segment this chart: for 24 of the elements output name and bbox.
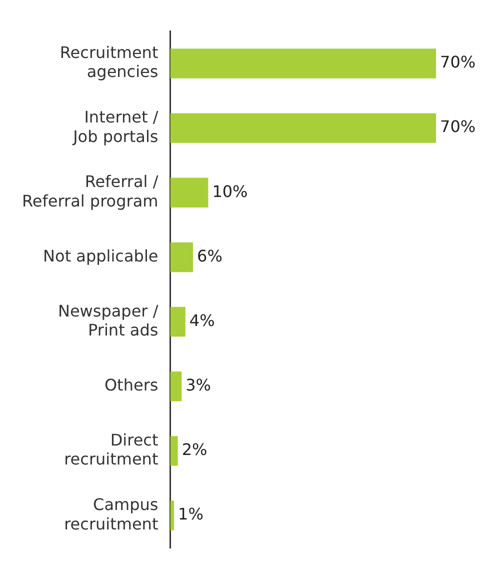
y-tick-label: Internet / Job portals [72,108,159,146]
bar [170,372,182,402]
y-tick-label: Not applicable [43,246,158,266]
data-label: 1% [178,504,204,524]
y-tick-label: Recruitment agencies [60,43,158,82]
data-label: 70% [440,52,476,72]
y-tick-label: Campus recruitment [64,495,158,534]
bar [170,436,178,466]
bar [170,178,208,208]
bar [170,500,174,530]
data-label: 4% [189,310,215,330]
bar [170,306,186,337]
y-tick-label: Newspaper / Print ads [58,301,159,340]
data-label: 6% [197,246,222,266]
data-label: 3% [186,376,212,395]
data-label: 70% [440,117,476,136]
y-tick-label: Others [104,376,158,395]
y-tick-label: Direct recruitment [64,430,158,469]
bar [170,242,194,272]
bar [170,48,436,78]
bar [170,113,436,143]
data-label: 10% [212,182,248,201]
data-label: 2% [182,440,208,460]
y-tick-label: Referral / Referral program [22,172,159,210]
